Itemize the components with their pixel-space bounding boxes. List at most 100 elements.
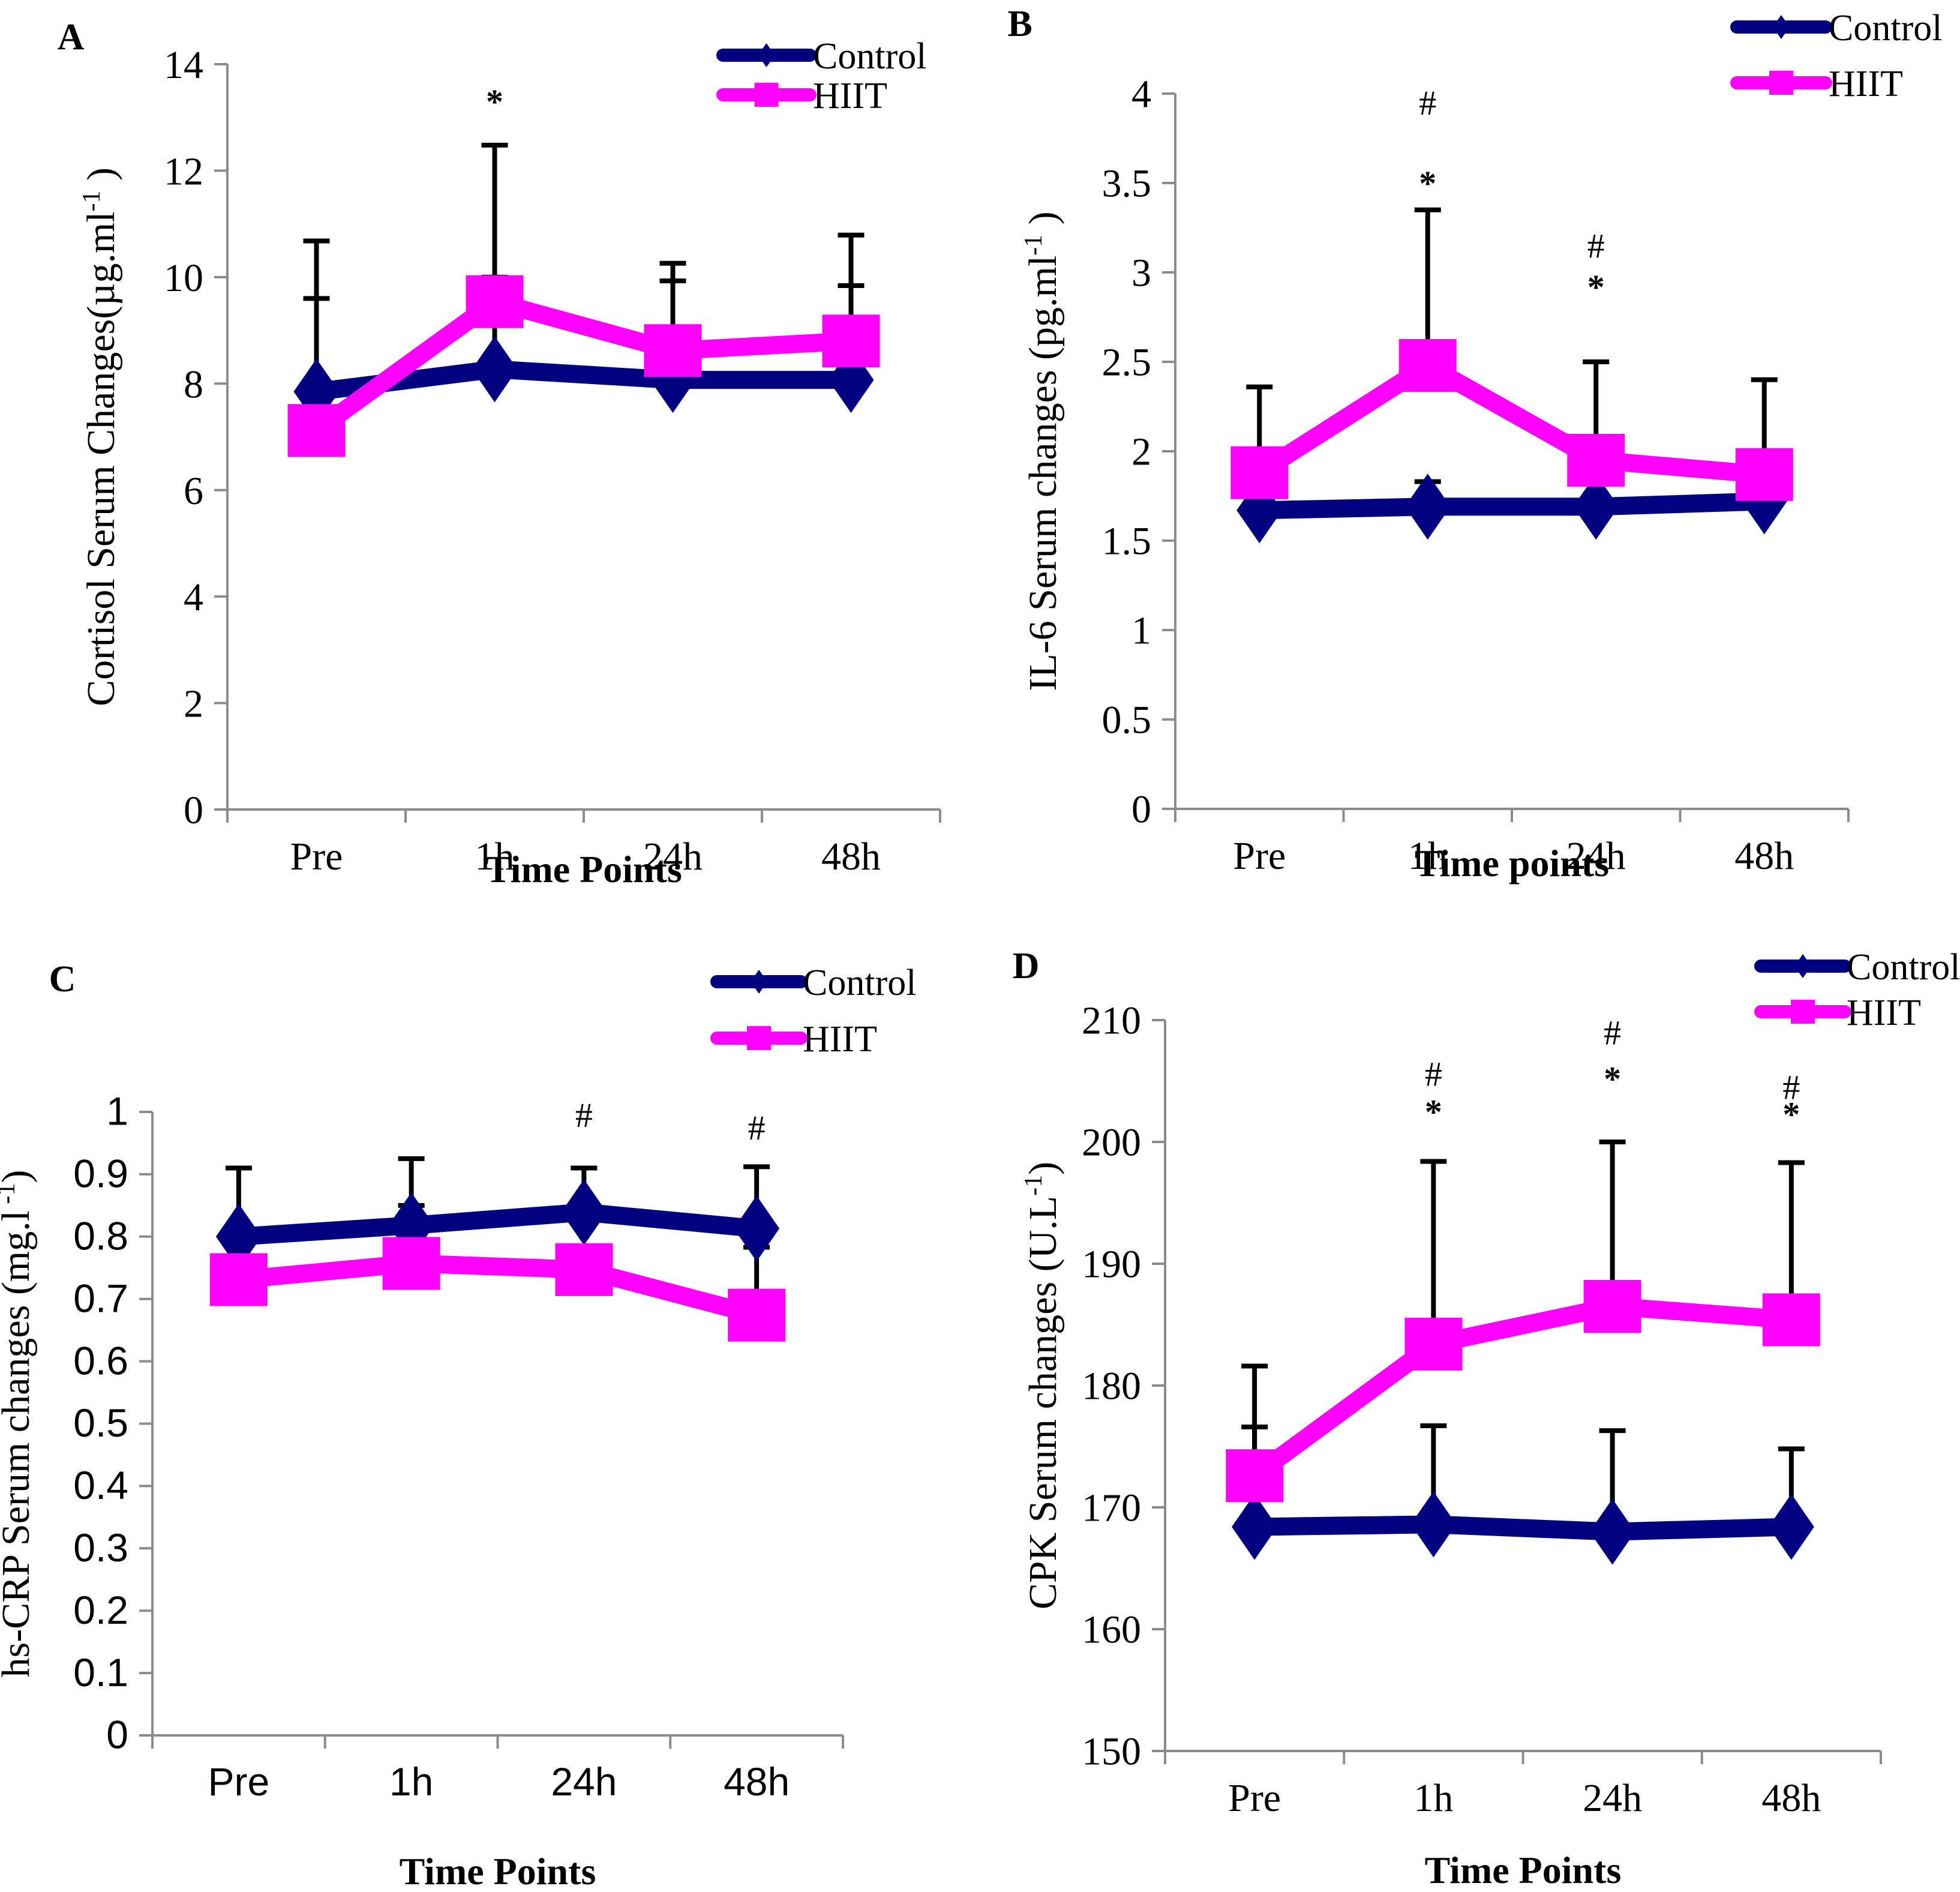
- data-point-hiit: [644, 324, 702, 377]
- y-tick-label: 210: [1082, 999, 1141, 1042]
- y-axis-title-superscript: -1: [1020, 1175, 1047, 1196]
- y-axis-title-text: hs-CRP Serum changes (mg.l: [0, 1210, 38, 1678]
- series-line-control: [238, 1203, 758, 1246]
- series-line-hiit: [238, 1254, 759, 1324]
- y-tick-label: 200: [1082, 1120, 1141, 1164]
- x-tick-label: Pre: [208, 1759, 270, 1804]
- data-point-hiit: [1762, 1293, 1820, 1347]
- y-axis-title: CPK Serum changes (U.L-1): [1020, 1162, 1065, 1609]
- y-axis-title-superscript: -1: [1020, 235, 1047, 256]
- y-tick-label: 0.4: [73, 1463, 128, 1507]
- data-point-control: [472, 336, 518, 403]
- y-tick-label: 2: [184, 682, 203, 726]
- panel-a-cortisol-chart: A 0 2 4 6 8 10 12 14 Pre 1h 24h 48h Time Points Cortis…: [58, 17, 941, 890]
- significance-asterisk: *: [1419, 164, 1436, 203]
- data-point-control: [1573, 473, 1619, 540]
- panel-letter: A: [58, 17, 85, 58]
- data-point-control: [1589, 1498, 1635, 1565]
- legend-marker-square: [1791, 1000, 1815, 1024]
- significance-hash: #: [1587, 226, 1605, 265]
- y-tick-label: 0.5: [73, 1401, 128, 1445]
- y-tick-label: 4: [1131, 72, 1151, 116]
- y-axis-title: hs-CRP Serum changes (mg.l -1): [0, 1170, 38, 1678]
- y-tick-label: 0.1: [73, 1650, 128, 1695]
- significance-asterisk: *: [1782, 1095, 1800, 1134]
- data-point-hiit: [1567, 433, 1625, 487]
- y-tick-label: 14: [164, 43, 203, 87]
- y-tick-label: 0: [106, 1713, 128, 1757]
- x-tick-label: 48h: [724, 1759, 790, 1804]
- data-point-control: [1404, 473, 1451, 540]
- data-point-hiit: [1226, 1449, 1284, 1503]
- legend-item-control: Control: [1754, 947, 1960, 988]
- significance-hash: #: [1425, 1054, 1442, 1093]
- data-point-hiit: [287, 404, 346, 457]
- y-tick-label: 1.5: [1102, 519, 1152, 563]
- legend-item-hiit: HIIT: [1730, 64, 1903, 104]
- y-axis-title-text: Cortisol Serum Changes(µg.ml: [79, 212, 123, 706]
- x-tick-label: 1h: [389, 1759, 433, 1804]
- legend-label: HIIT: [1829, 64, 1903, 104]
- x-tick-label: 1h: [1413, 1776, 1453, 1820]
- x-axis-title: Time Points: [485, 848, 682, 890]
- y-tick-label: 0.5: [1102, 698, 1152, 742]
- y-axis-title: IL-6 Serum changes (pg.ml-1 ): [1020, 211, 1065, 691]
- x-tick-label: 48h: [1761, 1776, 1821, 1820]
- x-tick-label: 48h: [1734, 834, 1794, 878]
- panel-b-il6-chart: B 0 0.5 1 1.5 2 2.5 3 3.5 4 Pre 1h 24h 48h Time points…: [1007, 4, 1942, 884]
- y-axis-title-superscript: -1: [78, 191, 106, 212]
- x-tick-label: 24h: [1566, 834, 1626, 878]
- y-axis-title-close: ): [1021, 1162, 1065, 1175]
- panel-letter: C: [49, 959, 76, 1000]
- data-point-hiit: [1583, 1280, 1641, 1333]
- legend-label: HIIT: [803, 1019, 877, 1060]
- legend-item-control: Control: [716, 36, 926, 77]
- significance-asterisk: *: [1604, 1059, 1621, 1098]
- x-tick-label: 24h: [643, 835, 703, 878]
- y-tick-label: 1: [106, 1089, 128, 1134]
- x-axis-title: Time Points: [400, 1850, 596, 1892]
- data-point-hiit: [728, 1288, 786, 1342]
- x-tick-label: Pre: [290, 835, 343, 878]
- y-tick-label: 10: [164, 256, 203, 300]
- y-axis-title-close: ): [1021, 211, 1065, 234]
- y-tick-label: 170: [1082, 1486, 1141, 1530]
- y-axis-title: Cortisol Serum Changes(µg.ml-1 ): [78, 167, 123, 706]
- significance-hash: #: [748, 1108, 766, 1147]
- legend-marker-diamond: [1794, 954, 1811, 978]
- y-axis-title-superscript: -1: [0, 1183, 20, 1210]
- panel-d-cpk-chart: D 150 160 170 180 190 200 210 Pre 1h 24h 48h Time Po…: [1013, 946, 1960, 1891]
- y-axis-title-close: ): [0, 1170, 38, 1183]
- legend-marker-square: [754, 83, 779, 107]
- data-point-hiit: [555, 1243, 613, 1296]
- panel-letter: D: [1013, 946, 1040, 987]
- legend: Control HIIT: [1730, 8, 1942, 104]
- legend-label: Control: [813, 36, 926, 77]
- data-point-hiit: [1404, 1317, 1463, 1371]
- y-tick-label: 6: [184, 469, 203, 513]
- series-line-control: [315, 360, 851, 401]
- legend-marker-square: [747, 1026, 771, 1050]
- legend-label: Control: [1847, 947, 1960, 988]
- legend-label: HIIT: [813, 76, 887, 116]
- y-tick-label: 0: [1131, 787, 1151, 831]
- significance-asterisk: *: [1587, 268, 1605, 307]
- y-tick-label: 150: [1082, 1729, 1141, 1773]
- significance-asterisk: *: [1425, 1092, 1442, 1131]
- data-point-control: [1410, 1491, 1457, 1558]
- series-line-control: [1254, 1515, 1792, 1541]
- y-tick-label: 160: [1082, 1608, 1141, 1651]
- legend-item-control: Control: [1730, 8, 1942, 49]
- y-tick-label: 0.6: [73, 1338, 128, 1383]
- y-axis-title-text: IL-6 Serum changes (pg.ml: [1021, 256, 1065, 691]
- series-line-control: [1259, 492, 1765, 520]
- y-axis-title-text: CPK Serum changes (U.L: [1021, 1196, 1065, 1609]
- legend-marker-diamond: [758, 43, 775, 67]
- x-tick-label: 24h: [551, 1759, 617, 1804]
- legend-marker-diamond: [751, 970, 767, 994]
- legend-item-hiit: HIIT: [710, 1019, 877, 1060]
- x-tick-label: 1h: [475, 835, 515, 878]
